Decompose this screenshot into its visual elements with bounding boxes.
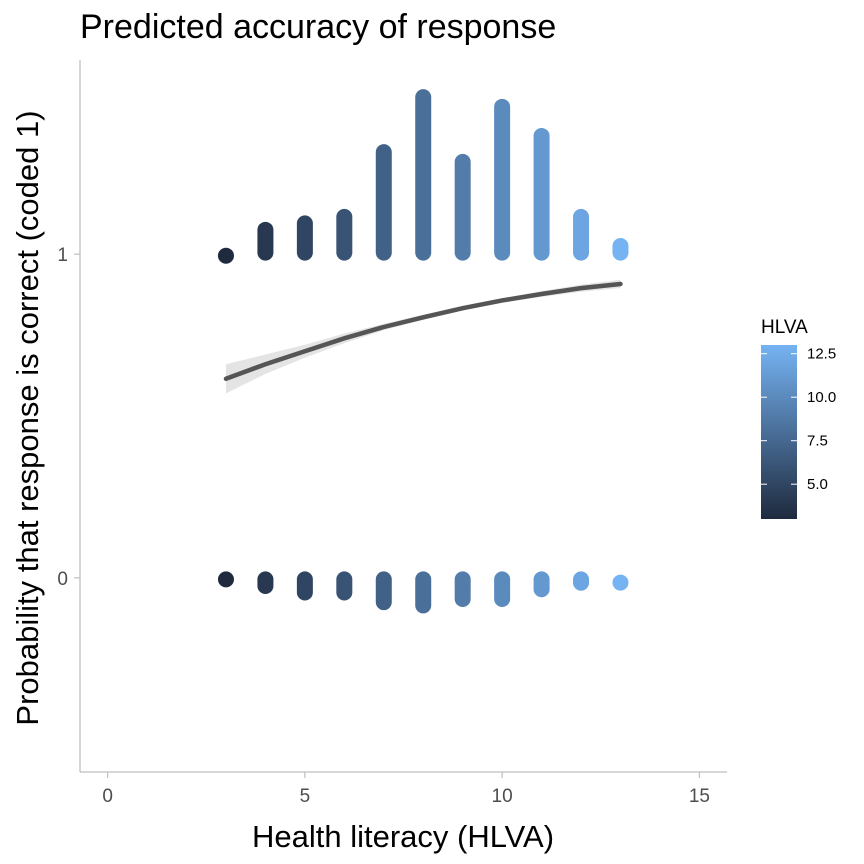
data-point-group (454, 571, 471, 607)
legend-tick-label: 10.0 (807, 389, 836, 406)
data-point-group (573, 571, 590, 591)
y-tick-label: 0 (57, 569, 68, 590)
data-point-group (217, 247, 234, 264)
x-tick-label: 15 (689, 786, 710, 807)
data-point-group (533, 127, 550, 261)
x-tick-label: 0 (102, 786, 113, 807)
data-point-group (454, 153, 471, 261)
data-point-group (494, 571, 511, 607)
data-point-group (533, 571, 550, 598)
legend-colorbar (761, 345, 797, 519)
y-axis-ticks: 01 (57, 245, 80, 590)
data-point-group (415, 571, 432, 614)
data-point-group (415, 89, 432, 261)
legend-tick-label: 7.5 (807, 433, 828, 450)
legend-tick-label: 12.5 (807, 346, 836, 363)
data-point-group (375, 571, 392, 611)
legend-title: HLVA (761, 317, 808, 338)
data-point-group (257, 221, 274, 261)
data-point-group (257, 571, 274, 594)
fitted-line (223, 281, 623, 382)
legend-tick-label: 5.0 (807, 476, 828, 493)
y-tick-label: 1 (57, 245, 68, 266)
data-point-group (573, 208, 590, 261)
data-point-group (612, 574, 629, 591)
data-point-group (296, 571, 313, 601)
y-axis-title: Probability that response is correct (co… (10, 110, 45, 725)
data-point-group (494, 98, 511, 261)
x-axis-title: Health literacy (HLVA) (252, 819, 554, 854)
plot-area (217, 89, 629, 614)
data-point-group (375, 144, 392, 261)
x-tick-label: 10 (492, 786, 513, 807)
confidence-band (225, 279, 621, 394)
chart-title: Predicted accuracy of response (80, 8, 556, 46)
data-point-group (612, 238, 629, 261)
data-point-group (336, 208, 353, 261)
data-point-group (336, 571, 353, 601)
legend: HLVA 5.0 7.5 10.0 12.5 (761, 317, 836, 519)
x-tick-label: 5 (300, 786, 311, 807)
data-point-group (217, 571, 234, 588)
x-axis-ticks: 0 5 10 15 (102, 772, 710, 807)
data-point-group (296, 215, 313, 261)
